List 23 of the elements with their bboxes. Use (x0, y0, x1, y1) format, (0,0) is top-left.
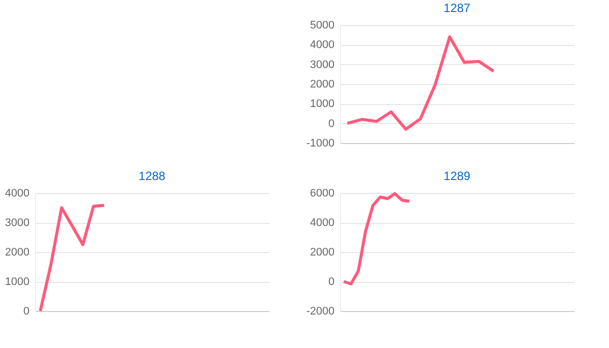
chart-title: 1287 (444, 1, 471, 15)
chart-title: 1289 (444, 169, 471, 183)
y-tick-label: 4000 (310, 39, 334, 52)
y-tick-label: 6000 (310, 188, 334, 200)
y-tick-label: 5000 (310, 20, 334, 32)
chart-title: 1288 (138, 169, 166, 183)
y-tick-label: 0 (328, 276, 334, 288)
y-tick-label: 1000 (310, 98, 334, 110)
line-series (342, 192, 411, 286)
y-tick-label: 3000 (310, 58, 334, 71)
y-tick-label: -2000 (306, 306, 334, 318)
y-tick-label: 4000 (5, 188, 30, 200)
line-series (38, 204, 106, 312)
y-tick-label: 0 (328, 118, 334, 130)
y-tick-label: 2000 (310, 246, 334, 258)
line-series (346, 35, 496, 131)
y-tick-label: 2000 (5, 246, 30, 258)
y-tick-label: -1000 (306, 138, 334, 150)
y-tick-label: 2000 (310, 78, 334, 90)
y-tick-label: 3000 (5, 217, 30, 229)
y-tick-label: 0 (23, 306, 30, 318)
y-tick-label: 1000 (5, 276, 30, 288)
y-tick-label: 4000 (310, 217, 334, 229)
